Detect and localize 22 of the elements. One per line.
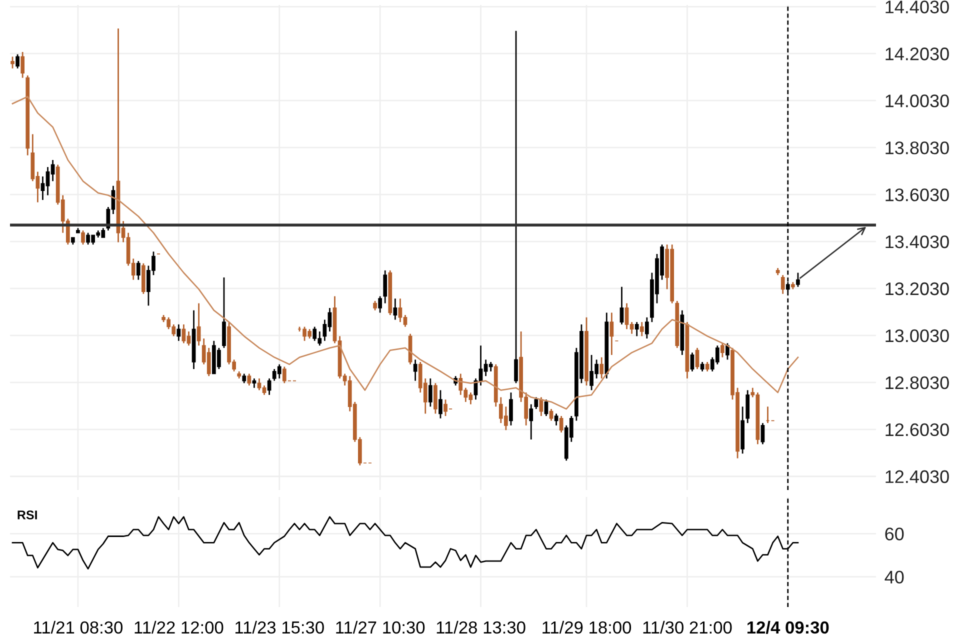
- x-tick-label: 11/28 13:30: [436, 620, 526, 634]
- y-tick-label: 12.6030: [886, 423, 949, 436]
- x-tick-label: 12/4 09:30: [747, 620, 829, 634]
- y-tick-label: 14.2030: [886, 48, 949, 60]
- y-tick-label: 60: [885, 528, 904, 540]
- y-tick-label: 40: [884, 570, 904, 584]
- x-tick-label: 11/27 10:30: [336, 620, 425, 634]
- y-tick-label: 14.0030: [886, 94, 949, 108]
- y-tick-label: 13.6030: [886, 188, 949, 202]
- y-tick-label: 13.2030: [886, 282, 949, 296]
- y-tick-label: 14.4030: [886, 0, 949, 14]
- y-tick-label: 13.4030: [886, 235, 949, 248]
- x-tick-label: 11/22 12:00: [134, 620, 224, 634]
- y-tick-label: 12.8030: [886, 376, 949, 390]
- x-tick-label: 11/29 18:00: [542, 620, 632, 634]
- x-tick-label: 11/23 15:30: [235, 620, 324, 634]
- y-tick-label: 13.8030: [886, 142, 949, 154]
- y-tick-label: 12.4030: [886, 470, 949, 484]
- x-tick-label: 11/30 21:00: [643, 620, 732, 634]
- x-tick-label: 11/21 08:30: [34, 620, 123, 634]
- text: RSI: [18, 510, 37, 520]
- y-tick-label: 13.0030: [886, 329, 949, 342]
